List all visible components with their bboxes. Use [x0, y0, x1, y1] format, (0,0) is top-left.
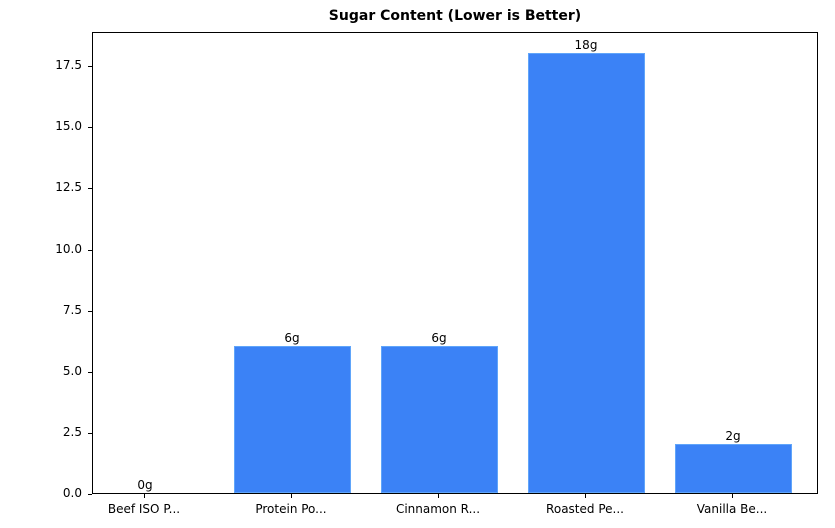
y-tick-label: 2.5	[62, 424, 82, 439]
y-tick-label: 7.5	[62, 302, 82, 317]
y-tick-label: 0.0	[62, 486, 82, 500]
x-tick-label: Protein Po...	[255, 502, 327, 516]
x-tick-label: Cinnamon R...	[395, 502, 481, 516]
y-tick-label: 10.0	[55, 241, 82, 256]
y-tick-label: 17.5	[55, 58, 82, 73]
bar-value-label: 0g	[137, 478, 153, 492]
bar-value-label: 6g	[284, 331, 300, 346]
x-tick-label: Vanilla Be...	[696, 502, 768, 516]
y-tick-label: 12.5	[55, 180, 82, 195]
bar	[380, 346, 498, 493]
plot-area: 0g 6g 6g 18g 2g	[92, 32, 818, 494]
bar	[233, 346, 351, 493]
x-tick-label: Roasted Pe...	[546, 502, 624, 516]
bar-value-label: 6g	[431, 331, 447, 346]
y-tick-label: 5.0	[62, 363, 82, 378]
chart-title: Sugar Content (Lower is Better)	[328, 8, 582, 24]
bar-value-label: 18g	[574, 38, 598, 52]
bar-value-label: 2g	[725, 429, 741, 444]
y-tick-label: 15.0	[55, 119, 82, 134]
x-tick-label: Beef ISO P...	[107, 502, 181, 516]
bar	[527, 53, 645, 493]
bar	[674, 444, 792, 493]
